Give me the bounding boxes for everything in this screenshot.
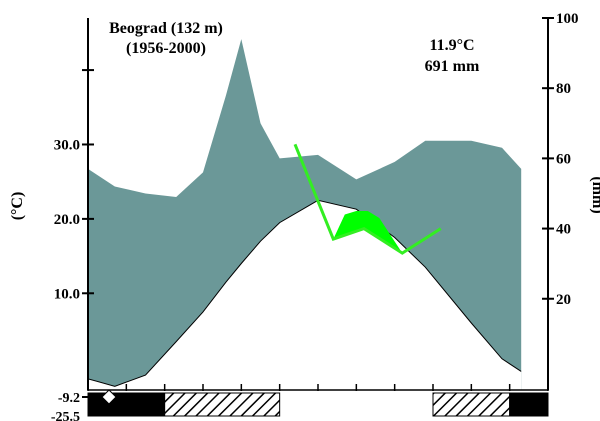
mean-temperature: 11.9°C	[429, 37, 474, 54]
left-tick-label: 20.0	[54, 212, 80, 228]
right-tick-label: 20	[556, 292, 571, 308]
station-period: (1956-2000)	[126, 40, 206, 57]
frost-bar-hatched	[165, 393, 280, 416]
min-label-2: -25.5	[51, 410, 80, 421]
min-label-1: -9.2	[58, 391, 80, 406]
annual-precipitation: 691 mm	[425, 58, 480, 75]
left-tick-label: 10.0	[54, 286, 80, 302]
frost-bars	[88, 393, 548, 416]
right-tick-label: 60	[556, 151, 571, 167]
right-tick-label: 100	[556, 11, 579, 27]
left-axis-label: (°C)	[9, 192, 26, 221]
frost-bar-solid	[510, 393, 548, 416]
frost-bar-solid	[88, 393, 165, 416]
right-tick-label: 40	[556, 222, 571, 238]
frost-bar-hatched	[433, 393, 510, 416]
right-axis-label: (mm)	[589, 176, 600, 213]
left-tick-label: 30.0	[54, 137, 80, 153]
right-tick-label: 80	[556, 81, 571, 97]
station-title: Beograd (132 m)	[109, 20, 223, 37]
